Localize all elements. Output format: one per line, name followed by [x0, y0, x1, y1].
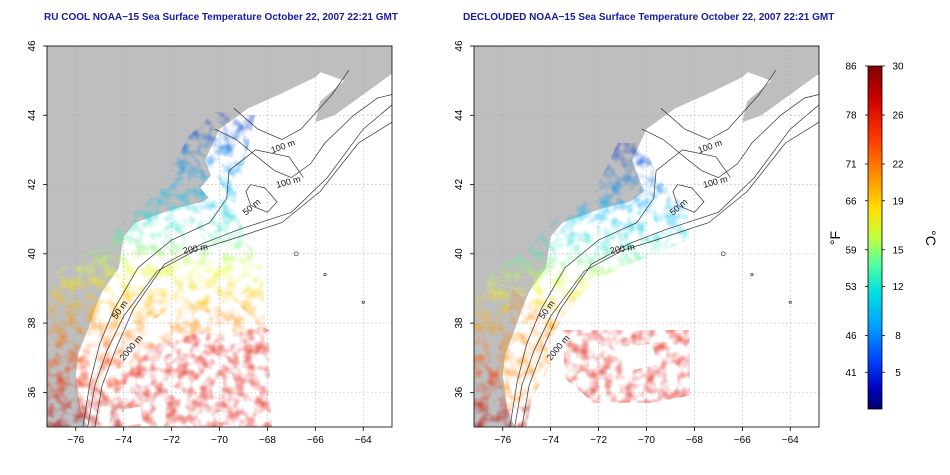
y-tick-label: 36	[454, 386, 465, 398]
cloud-gap	[147, 312, 172, 337]
x-tick-label: −70	[638, 435, 655, 446]
colorbar-fahrenheit-label: °F	[827, 231, 843, 245]
colorbar-fahrenheit-tick: 78	[845, 111, 857, 122]
cloud-gap	[123, 406, 143, 426]
colorbar-fahrenheit-tick: 71	[845, 160, 857, 171]
colorbar-fahrenheit-tick: 41	[845, 368, 857, 379]
grid-lines	[474, 46, 819, 427]
y-tick-label: 46	[27, 40, 38, 52]
colorbar-fahrenheit-tick: 53	[845, 282, 857, 293]
x-tick-label: −72	[590, 435, 607, 446]
colorbar-fahrenheit-tick: 46	[845, 331, 857, 342]
land-mass	[735, 46, 819, 123]
y-tick-label: 42	[27, 179, 38, 191]
contour-label: 50 m	[241, 197, 263, 218]
x-tick-label: −66	[307, 435, 324, 446]
y-tick-label: 46	[454, 40, 465, 52]
y-tick-label: 42	[454, 179, 465, 191]
colorbar-celsius-tick: 15	[892, 245, 904, 256]
x-tick-label: −68	[686, 435, 703, 446]
x-tick-label: −74	[542, 435, 559, 446]
x-tick-label: −74	[115, 435, 132, 446]
contour-label: 100 m	[696, 137, 723, 155]
x-tick-label: −64	[782, 435, 799, 446]
land-mass	[474, 46, 776, 427]
colorbar-celsius-tick: 30	[892, 62, 904, 73]
cloud-gap	[586, 288, 609, 310]
colorbar-celsius-tick: 22	[892, 160, 904, 171]
bathymetry-contours	[82, 70, 392, 427]
contour-label: 100 m	[269, 137, 296, 155]
y-tick-label: 40	[27, 248, 38, 260]
colorbar-fahrenheit-tick: 66	[845, 196, 857, 207]
x-tick-label: −64	[355, 435, 372, 446]
colorbar-celsius-tick: 8	[895, 331, 901, 342]
y-tick-label: 38	[454, 317, 465, 329]
contour-label: 200 m	[182, 242, 208, 256]
contour-label: 200 m	[609, 242, 635, 256]
colorbar-gradient	[867, 65, 883, 410]
y-tick-label: 40	[454, 248, 465, 260]
y-tick-label: 44	[454, 109, 465, 121]
x-tick-label: −66	[734, 435, 751, 446]
colorbar-celsius-label: °C	[923, 230, 939, 246]
colorbar-fahrenheit-tick: 59	[845, 245, 857, 256]
cloud-gap	[200, 170, 225, 202]
x-tick-label: −76	[67, 435, 84, 446]
panel-title-declouded: DECLOUDED NOAA−15 Sea Surface Temperatur…	[463, 12, 835, 23]
colorbar-fahrenheit-tick: 86	[845, 62, 857, 73]
colorbar-celsius-tick: 26	[892, 111, 904, 122]
colorbar-celsius-tick: 12	[892, 282, 904, 293]
x-tick-label: −72	[163, 435, 180, 446]
colorbar: 86 30 78 26 71 22 66 19 59 15 53 12 46 8 41 5 °F °C	[827, 62, 939, 410]
land-mass	[47, 46, 349, 427]
colorbar-celsius-tick: 5	[895, 368, 901, 379]
contour-label: 100 m	[275, 174, 302, 190]
y-tick-label: 38	[27, 317, 38, 329]
grid-lines	[47, 46, 392, 427]
bathymetry-contours	[509, 70, 819, 427]
y-tick-label: 36	[27, 386, 38, 398]
cloud-gap	[183, 222, 206, 251]
panel-title-raw: RU COOL NOAA−15 Sea Surface Temperature …	[44, 12, 398, 23]
colorbar-celsius-tick: 19	[892, 196, 904, 207]
y-tick-label: 44	[27, 109, 38, 121]
contour-label: 100 m	[702, 174, 729, 190]
x-tick-label: −76	[494, 435, 511, 446]
cloud-gap	[617, 343, 659, 372]
x-tick-label: −68	[259, 435, 276, 446]
x-tick-label: −70	[211, 435, 228, 446]
land-mass	[308, 46, 392, 123]
